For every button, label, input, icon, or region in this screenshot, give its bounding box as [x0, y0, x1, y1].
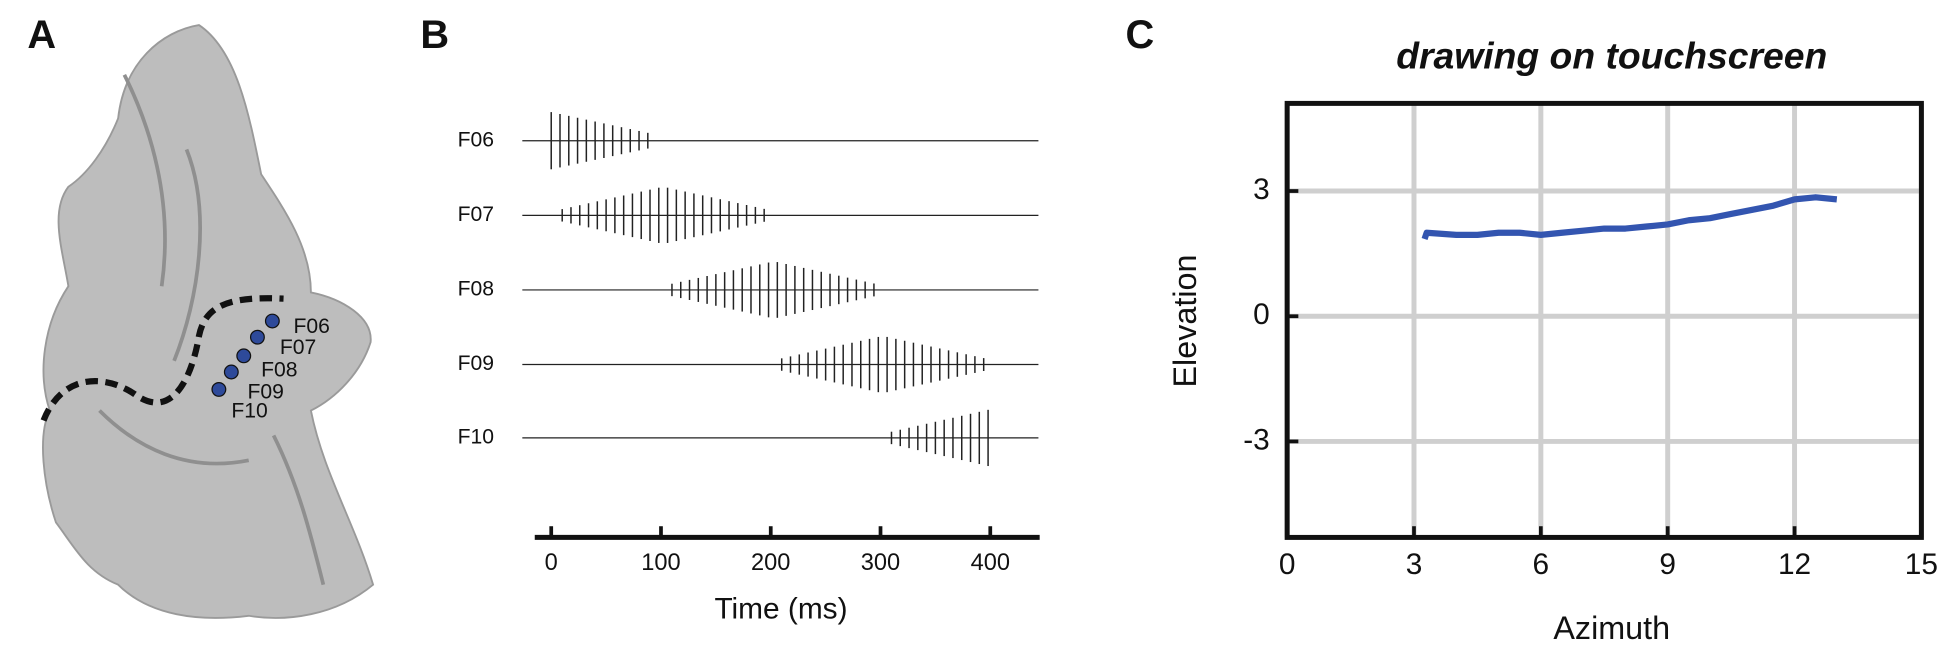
sulcus-outline [40, 295, 284, 422]
row-label: F09 [458, 352, 494, 375]
row-label: F07 [458, 203, 494, 226]
panel-label: C [1125, 13, 1154, 57]
plot-frame [1284, 100, 1924, 540]
row-label: F08 [458, 278, 494, 301]
chart-title: drawing on touchscreen [1396, 34, 1827, 76]
electrode [211, 381, 227, 397]
x-tick-label: 0 [1279, 548, 1296, 581]
electrode [236, 348, 252, 364]
brain-fold [98, 73, 326, 586]
x-tick-label: 15 [1905, 548, 1938, 581]
x-tick-label: 0 [545, 550, 558, 576]
y-tick-label: 0 [1253, 298, 1270, 331]
x-tick-label: 12 [1778, 548, 1811, 581]
electrode-label: F06 [293, 315, 329, 338]
x-tick-label: 100 [641, 550, 680, 576]
trace-line [1421, 194, 1838, 241]
y-axis-label: Elevation [1167, 255, 1203, 388]
electrode [223, 364, 239, 380]
x-axis-label: Time (ms) [714, 593, 847, 626]
panel-label: B [420, 13, 449, 57]
x-tick-label: 400 [971, 550, 1010, 576]
electrode-label: F10 [231, 399, 267, 422]
electrode-label: F09 [247, 381, 283, 404]
electrode [264, 313, 280, 329]
y-tick-label: -3 [1243, 423, 1270, 456]
panel-label: A [27, 13, 56, 57]
y-tick-label: 3 [1253, 173, 1270, 206]
x-tick-label: 6 [1533, 548, 1550, 581]
electrode [249, 329, 265, 345]
row-label: F06 [458, 128, 494, 151]
x-axis-label: Azimuth [1553, 610, 1670, 646]
x-tick-label: 200 [751, 550, 790, 576]
x-tick-label: 300 [861, 550, 900, 576]
row-label: F10 [458, 426, 494, 449]
electrode-label: F08 [261, 358, 297, 381]
x-tick-label: 3 [1406, 548, 1423, 581]
panel-a [40, 24, 375, 619]
electrode-label: F07 [280, 336, 316, 359]
x-tick-label: 9 [1659, 548, 1676, 581]
